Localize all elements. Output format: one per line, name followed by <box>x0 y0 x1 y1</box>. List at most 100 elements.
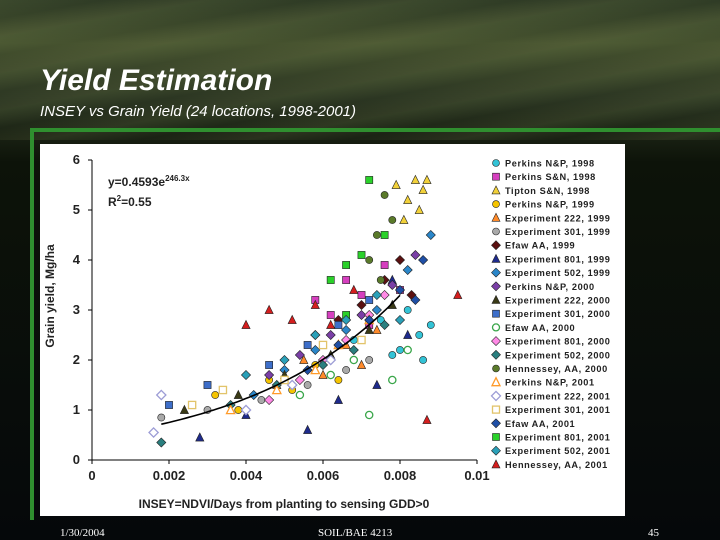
x-tick-label: 0.006 <box>307 468 340 483</box>
data-point <box>303 381 312 389</box>
data-point <box>310 329 321 341</box>
legend-entry: Experiment 502, 2001 <box>505 446 610 456</box>
legend-marker <box>491 445 501 456</box>
equation-exponent: 246.3x <box>165 174 190 183</box>
data-point <box>371 304 382 316</box>
x-tick-label: 0 <box>88 468 95 483</box>
data-point <box>218 385 228 395</box>
data-point <box>303 341 312 349</box>
data-point <box>388 351 397 359</box>
data-point <box>422 414 432 424</box>
legend-entry: Perkins N&P, 2000 <box>505 282 595 292</box>
data-point <box>380 191 389 199</box>
data-point <box>426 321 435 329</box>
x-tick-label: 0.004 <box>230 468 263 483</box>
data-point <box>379 289 390 301</box>
data-point <box>157 413 166 422</box>
legend-entry: Experiment 801, 1999 <box>505 254 610 264</box>
data-point <box>365 176 374 184</box>
data-point <box>356 309 367 321</box>
legend-marker <box>491 240 501 251</box>
data-point <box>371 289 382 301</box>
legend-entry: Efaw AA, 2001 <box>505 419 575 429</box>
data-point <box>342 261 350 269</box>
data-point <box>414 204 424 214</box>
data-point <box>356 359 367 369</box>
data-point <box>357 251 366 259</box>
data-point <box>396 346 404 354</box>
data-point <box>295 390 305 400</box>
scatter-chart: 0 0.002 0.004 0.006 0.008 0.01 0 1 2 3 4 5 6 y=0.459… <box>43 152 610 511</box>
data-point <box>387 299 397 309</box>
axis-ticks: 0 0.002 0.004 0.006 0.008 0.01 0 1 2 3 4 5 6 <box>73 152 490 483</box>
chart-container: 0 0.002 0.004 0.006 0.008 0.01 0 1 2 3 4 5 6 y=0.459… <box>40 144 625 516</box>
data-point <box>241 319 251 329</box>
legend-entry: Experiment 222, 2000 <box>505 296 610 306</box>
data-point <box>403 329 413 339</box>
data-point <box>364 324 374 334</box>
data-point <box>187 400 197 410</box>
legend-marker <box>490 376 502 387</box>
data-point <box>410 294 421 306</box>
legend-entry: Hennessey, AA, 2001 <box>505 460 608 470</box>
data-point <box>318 369 328 379</box>
data-point <box>365 256 374 264</box>
data-point <box>365 356 374 364</box>
data-point <box>453 289 463 299</box>
legend-marker <box>491 405 501 414</box>
r-squared-label: R2=0.55 <box>108 194 152 209</box>
data-point <box>394 254 406 266</box>
data-point <box>264 394 275 406</box>
equation-label: y=0.4593e246.3x <box>108 174 190 189</box>
data-point <box>357 291 366 299</box>
y-tick-label: 2 <box>73 352 80 367</box>
data-points <box>148 174 463 448</box>
legend-marker <box>491 349 501 360</box>
legend-marker <box>492 433 500 441</box>
data-point <box>317 359 329 371</box>
x-tick-label: 0.002 <box>153 468 186 483</box>
data-point <box>271 383 282 395</box>
data-point <box>372 324 382 334</box>
legend-entry: Perkins S&N, 1998 <box>505 172 596 182</box>
legend-marker <box>490 390 502 402</box>
legend-entry: Efaw AA, 2000 <box>505 323 575 333</box>
r2-base: R <box>108 195 117 209</box>
chart-legend: Perkins N&P, 1998 Perkins S&N, 1998 Tipton… <box>490 159 610 470</box>
legend-entry: Efaw AA, 1999 <box>505 241 575 251</box>
legend-entry: Experiment 301, 2000 <box>505 309 610 319</box>
legend-entry: Experiment 222, 1999 <box>505 213 610 223</box>
data-point <box>403 306 412 314</box>
data-point <box>264 304 274 314</box>
data-point <box>391 179 401 189</box>
data-point <box>364 410 374 420</box>
legend-entry: Experiment 801, 2001 <box>505 433 610 443</box>
data-point <box>326 370 335 380</box>
data-point <box>372 379 382 389</box>
legend-entry: Tipton S&N, 1998 <box>505 186 590 196</box>
data-point <box>302 364 313 376</box>
legend-marker <box>491 281 501 292</box>
legend-marker <box>492 159 500 167</box>
data-point <box>380 231 389 239</box>
data-point <box>388 375 397 385</box>
data-point <box>195 432 205 442</box>
data-point <box>376 316 385 324</box>
data-point <box>365 296 374 304</box>
footer-course: SOIL/BAE 4213 <box>318 527 393 539</box>
data-point <box>299 354 309 364</box>
legend-marker <box>492 200 500 208</box>
legend-marker <box>491 185 501 195</box>
y-axis-label: Grain yield, Mg/ha <box>43 244 57 348</box>
data-point <box>326 311 335 319</box>
y-tick-label: 0 <box>73 452 80 467</box>
legend-entry: Perkins N&P, 2001 <box>505 378 595 388</box>
legend-entry: Hennessey, AA, 2000 <box>505 364 608 374</box>
data-point <box>403 345 412 355</box>
r2-superscript: 2 <box>117 194 122 203</box>
data-point <box>334 376 343 384</box>
data-point <box>294 349 305 361</box>
data-point <box>325 329 336 341</box>
footer-page-number: 45 <box>648 527 659 539</box>
data-point <box>410 174 420 184</box>
